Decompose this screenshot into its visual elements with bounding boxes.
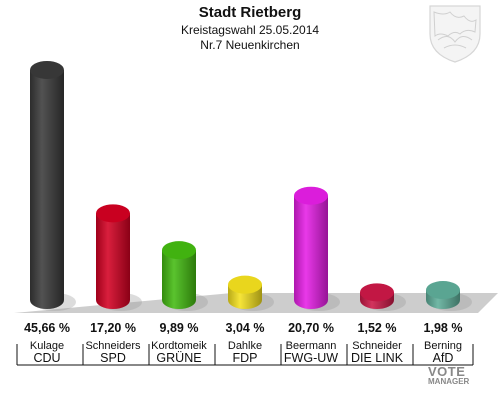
candidate-label: Berning — [424, 340, 462, 352]
candidate-label: Schneider — [352, 340, 402, 352]
bar-body — [294, 195, 328, 309]
candidate-label: Dahlke — [228, 340, 262, 352]
party-label: FWG-UW — [284, 351, 338, 365]
party-label: SPD — [100, 351, 126, 365]
bar-body — [162, 250, 196, 309]
bar-top — [30, 60, 64, 79]
party-label: FDP — [233, 351, 258, 365]
chart-title: Stadt Rietberg — [198, 4, 302, 21]
chart-subtitle-district: Nr.7 Neuenkirchen — [200, 38, 300, 52]
value-label: 9,89 % — [160, 321, 199, 335]
brand-line-1: VOTE — [428, 364, 466, 379]
value-label: 20,70 % — [288, 321, 334, 335]
bar-cdu — [30, 60, 76, 311]
party-label: GRÜNE — [156, 351, 201, 365]
candidate-label: Kordtomeik — [151, 340, 207, 352]
bar-top — [96, 204, 130, 223]
bar-top — [162, 241, 196, 260]
candidate-label: Schneiders — [85, 340, 141, 352]
candidate-label: Beermann — [286, 340, 337, 352]
bar-body — [96, 213, 130, 309]
value-label: 17,20 % — [90, 321, 136, 335]
party-label: DIE LINK — [351, 351, 404, 365]
bar-spd — [96, 204, 142, 311]
bar-top — [228, 275, 262, 294]
value-label: 3,04 % — [226, 321, 265, 335]
bar-die-linke — [360, 283, 406, 311]
bar-top — [294, 186, 328, 205]
bars-layer — [30, 60, 472, 311]
bar-top — [360, 283, 394, 302]
bar-fdp — [228, 275, 274, 311]
value-label: 1,52 % — [358, 321, 397, 335]
value-label: 45,66 % — [24, 321, 70, 335]
vote-manager-logo: VOTE MANAGER — [428, 364, 498, 387]
party-label: AfD — [433, 351, 454, 365]
coat-of-arms-icon — [429, 5, 481, 63]
value-label: 1,98 % — [424, 321, 463, 335]
chart-subtitle-election: Kreistagswahl 25.05.2014 — [180, 23, 320, 37]
bar-body — [30, 69, 64, 309]
brand-line-2: MANAGER — [428, 377, 470, 386]
bar-fwg-uwg — [294, 186, 340, 311]
bar-afd — [426, 281, 472, 311]
party-label: CDU — [33, 351, 60, 365]
candidate-label: Kulage — [30, 340, 64, 352]
bar-top — [426, 281, 460, 300]
bar-gruene — [162, 241, 208, 311]
